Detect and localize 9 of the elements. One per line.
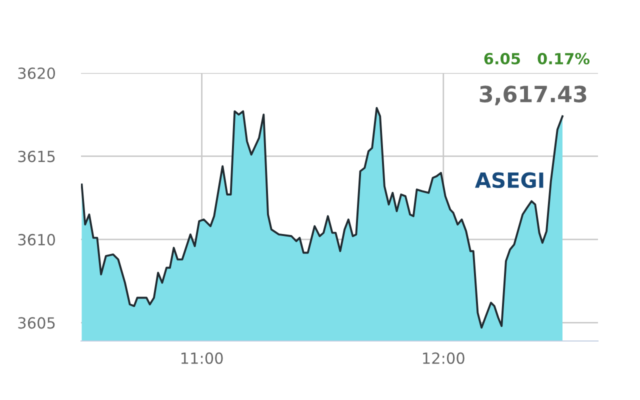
y-tick-label: 3605 — [18, 317, 55, 329]
x-tick-label: 11:00 — [181, 352, 223, 364]
x-tick-label: 12:00 — [423, 352, 464, 364]
y-tick-label: 3615 — [18, 150, 55, 162]
annotation: 3,617.43 — [480, 86, 586, 106]
y-tick-label: 3620 — [18, 67, 55, 80]
annotation: ASEGI — [474, 172, 544, 188]
text: 6.05 0.17% — [484, 52, 590, 64]
y-tick-label: 3610 — [18, 234, 55, 246]
